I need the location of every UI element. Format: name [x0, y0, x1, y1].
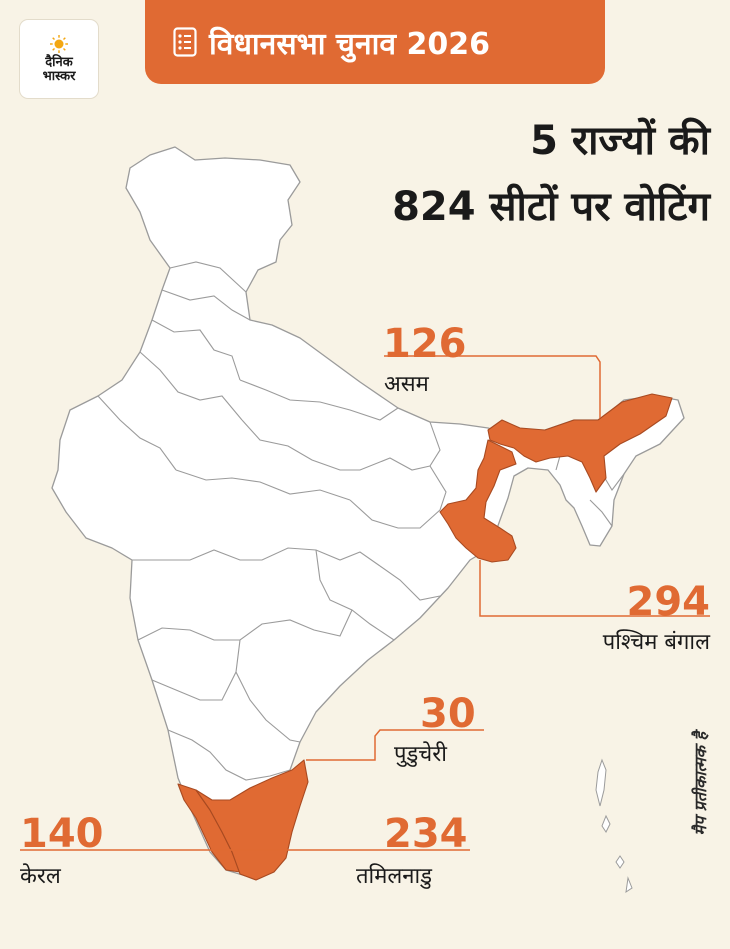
puducherry-label: पुडुचेरी	[394, 742, 447, 767]
sun-icon	[50, 34, 68, 53]
assam-seats: 126	[383, 321, 467, 367]
state-west-bengal[interactable]	[439, 439, 517, 563]
tamil-nadu-seats: 234	[384, 811, 468, 857]
headline-line-2: 824 सीटों पर वोटिंग	[392, 184, 710, 230]
logo-line-2: भास्कर	[42, 68, 76, 84]
headline: 5 राज्यों की 824 सीटों पर वोटिंग	[392, 108, 710, 240]
map-disclaimer: मैप प्रतीकात्मक है	[691, 732, 710, 836]
kerala-seats: 140	[20, 811, 104, 857]
checklist-icon	[173, 27, 197, 57]
andaman-nicobar-islands	[595, 758, 633, 894]
india-mainland	[51, 146, 685, 877]
west-bengal-label: पश्चिम बंगाल	[602, 630, 710, 655]
headline-line-1: 5 राज्यों की	[530, 118, 710, 164]
connector-lines	[20, 355, 710, 851]
dainik-bhaskar-logo: दैनिक भास्कर	[20, 20, 98, 98]
banner-title: विधानसभा चुनाव 2026	[209, 26, 490, 62]
puducherry-seats: 30	[420, 691, 476, 737]
title-banner: विधानसभा चुनाव 2026	[145, 0, 605, 84]
west-bengal-seats: 294	[626, 579, 711, 625]
state-assam[interactable]	[487, 393, 673, 493]
kerala-label: केरल	[20, 864, 61, 889]
assam-label: असम	[384, 372, 429, 397]
logo-line-1: दैनिक	[45, 54, 73, 70]
tamil-nadu-label: तमिलनाडु	[356, 864, 432, 889]
state-boundaries	[97, 261, 625, 781]
